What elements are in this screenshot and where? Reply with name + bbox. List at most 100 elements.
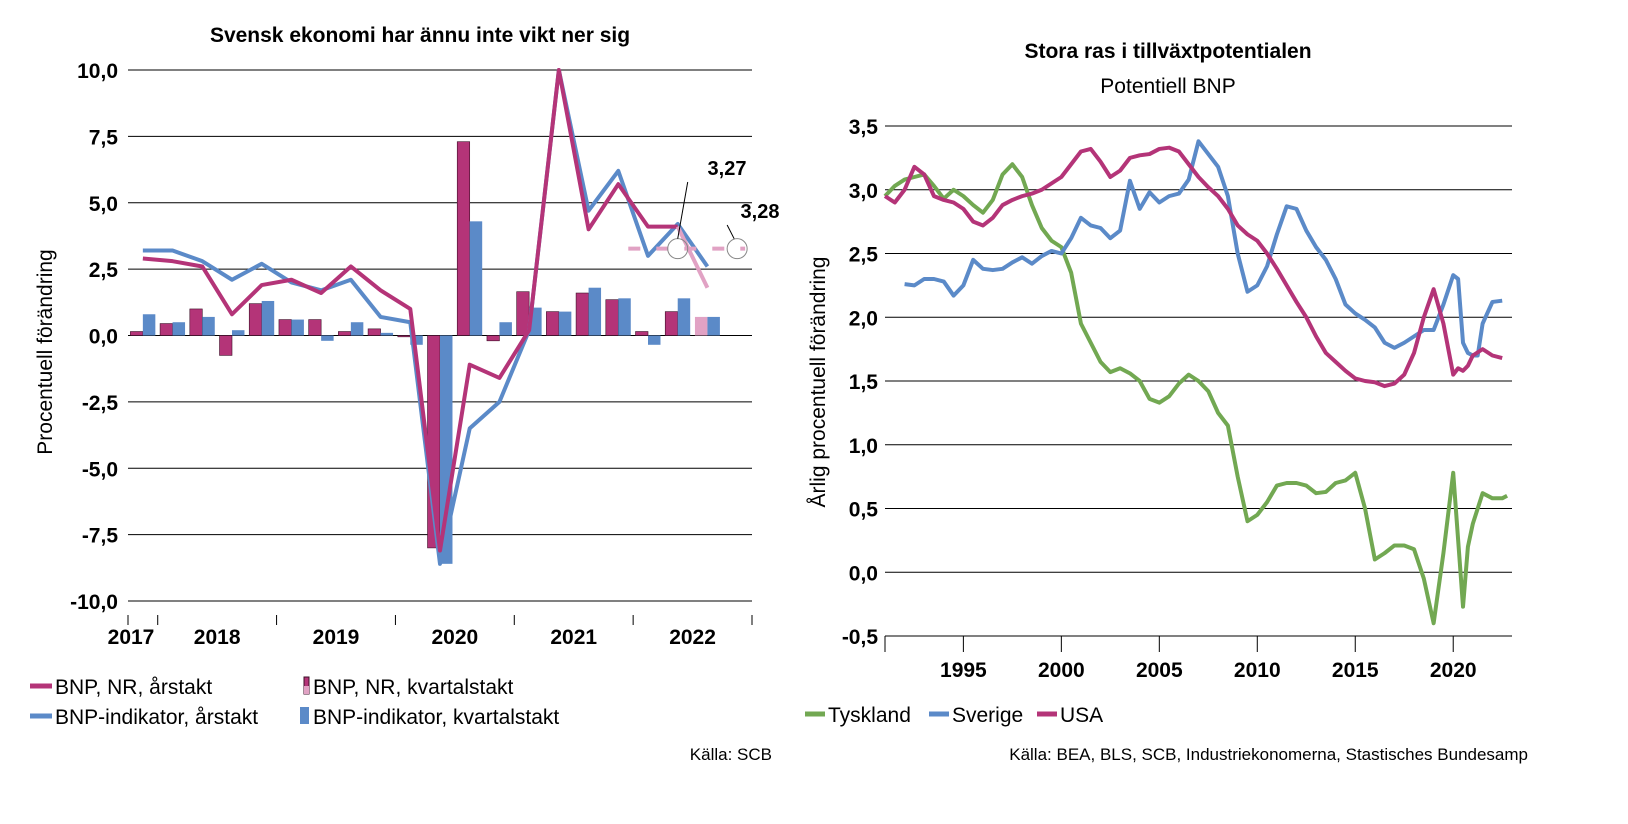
line-bnp-nr-arstakt-forecast: [675, 225, 710, 289]
left-y-axis-label: Procentuell förändring: [34, 249, 57, 454]
right-y-axis-label: Årlig procentuell förändring: [807, 257, 830, 508]
left-annotations: 3,27 3,28: [628, 158, 780, 260]
bar-bnp-indikator-kvartalstakt: [380, 332, 394, 336]
legend-label: Tyskland: [828, 704, 911, 727]
bar-bnp-indikator-kvartalstakt: [499, 322, 512, 336]
legend-label: USA: [1060, 704, 1103, 727]
y-tick-label: -0,5: [842, 626, 879, 649]
bar-bnp-indikator-kvartalstakt: [469, 221, 483, 336]
right-x-axis: 1995 2000 2005 2010 2015 2020: [884, 636, 1477, 682]
bar-bnp-indikator-kvartalstakt: [321, 335, 334, 341]
x-tick-label: 2010: [1234, 659, 1281, 682]
left-lines: [142, 68, 710, 566]
legend-label: Sverige: [952, 704, 1023, 727]
line-tyskland: [883, 162, 1509, 626]
bar-bnp-nr-kvartalstakt: [278, 319, 292, 336]
legend-item-bnp-indikator-kvartalstakt: BNP-indikator, kvartalstakt: [300, 706, 559, 729]
legend-label: BNP, NR, kvartalstakt: [313, 676, 514, 699]
bar-bnp-nr-kvartalstakt: [546, 311, 560, 336]
bar-bnp-nr-kvartalstakt: [397, 335, 411, 338]
y-tick-label: 2,0: [849, 307, 878, 330]
y-tick-label: 7,5: [89, 126, 119, 149]
y-tick-label: 2,5: [89, 259, 119, 282]
bar-bnp-indikator-kvartalstakt: [648, 335, 661, 345]
bar-bnp-indikator-kvartalstakt: [707, 316, 720, 336]
right-source: Källa: BEA, BLS, SCB, Industriekonomerna…: [1009, 745, 1528, 764]
legend-label: BNP-indikator, kvartalstakt: [313, 706, 559, 729]
x-tick-label: 2000: [1038, 659, 1085, 682]
legend-label: BNP, NR, årstakt: [55, 676, 212, 699]
annotation-circle: [726, 238, 748, 260]
y-tick-label: 1,0: [849, 435, 878, 458]
y-tick-label: 3,5: [849, 116, 879, 139]
legend-swatch-bar-blue: [300, 707, 309, 724]
x-tick-label: 2020: [431, 626, 478, 649]
y-tick-label: 10,0: [77, 60, 118, 83]
bar-bnp-nr-kvartalstakt: [456, 141, 471, 336]
bar-bnp-nr-kvartalstakt: [635, 331, 649, 336]
bar-bnp-nr-kvartalstakt: [575, 292, 589, 336]
right-gridlines: [885, 125, 1512, 637]
annotation-value-2: 3,28: [741, 201, 780, 223]
bar-bnp-indikator-kvartalstakt: [261, 300, 275, 336]
bar-bnp-indikator-kvartalstakt: [618, 298, 631, 336]
bar-bnp-nr-kvartalstakt: [605, 299, 619, 336]
bar-bnp-indikator-kvartalstakt: [202, 316, 215, 336]
line-usa: [883, 145, 1503, 389]
legend-swatch-bar-magenta-light: [304, 686, 309, 694]
bar-bnp-indikator-kvartalstakt: [291, 319, 304, 336]
y-tick-label: 3,0: [849, 180, 878, 203]
bar-bnp-nr-kvartalstakt: [516, 291, 530, 336]
left-y-tick-labels: 10,0 7,5 5,0 2,5 0,0 -2,5 -5,0 -7,5 -10,0: [70, 60, 118, 614]
left-source: Källa: SCB: [690, 745, 772, 764]
bar-bnp-nr-kvartalstakt: [338, 331, 352, 336]
bar-bnp-indikator-kvartalstakt: [588, 287, 602, 336]
x-tick-label: 2021: [550, 626, 597, 649]
x-tick-label: 2017: [108, 626, 155, 649]
bar-bnp-nr-kvartalstakt: [130, 331, 144, 336]
x-tick-label: 2019: [313, 626, 360, 649]
bar-bnp-indikator-kvartalstakt: [440, 335, 453, 564]
y-tick-label: 1,5: [849, 371, 879, 394]
y-tick-label: -10,0: [70, 591, 118, 614]
right-chart-title: Stora ras i tillväxtpotentialen: [1024, 40, 1311, 63]
bar-bnp-indikator-kvartalstakt: [410, 335, 423, 345]
right-chart: Stora ras i tillväxtpotentialen Potentie…: [805, 40, 1528, 764]
bar-bnp-indikator-kvartalstakt: [172, 322, 186, 336]
right-legend: Tyskland Sverige USA: [805, 704, 1103, 727]
x-tick-label: 2005: [1136, 659, 1183, 682]
y-tick-label: 0,0: [849, 562, 878, 585]
y-tick-label: 2,5: [849, 244, 879, 267]
line-bnp-nr-arstakt: [142, 68, 678, 553]
line-sverige: [904, 139, 1503, 358]
left-chart: Svensk ekonomi har ännu inte vikt ner si…: [30, 24, 779, 764]
bar-bnp-nr-kvartalstakt: [219, 335, 233, 356]
legend-item-bnp-indikator-arstakt: BNP-indikator, årstakt: [30, 706, 258, 729]
left-chart-title: Svensk ekonomi har ännu inte vikt ner si…: [210, 24, 630, 47]
right-chart-subtitle: Potentiell BNP: [1100, 75, 1235, 98]
x-tick-label: 2015: [1332, 659, 1379, 682]
x-tick-label: 1995: [940, 659, 987, 682]
left-x-axis: 2017 2018 2019 2020 2021 2022: [108, 615, 753, 649]
bar-bnp-nr-kvartalstakt: [308, 319, 322, 336]
bar-bnp-nr-kvartalstakt: [189, 308, 203, 336]
legend-item-bnp-nr-arstakt: BNP, NR, årstakt: [30, 676, 212, 699]
legend-item-usa: USA: [1037, 704, 1103, 727]
legend-label: BNP-indikator, årstakt: [55, 706, 258, 729]
y-tick-label: -2,5: [82, 392, 119, 415]
x-tick-label: 2020: [1430, 659, 1477, 682]
annotation-leader: [726, 224, 735, 239]
bar-bnp-nr-kvartalstakt: [248, 303, 263, 336]
bar-bnp-indikator-kvartalstakt: [142, 314, 156, 336]
legend-item-bnp-nr-kvartalstakt: BNP, NR, kvartalstakt: [303, 676, 514, 699]
legend-item-tyskland: Tyskland: [805, 704, 911, 727]
y-tick-label: -7,5: [82, 525, 119, 548]
bar-bnp-nr-kvartalstakt: [694, 316, 708, 336]
left-legend: BNP, NR, årstakt BNP, NR, kvartalstakt B…: [30, 676, 559, 729]
bar-bnp-indikator-kvartalstakt: [232, 330, 245, 336]
y-tick-label: 0,5: [849, 499, 879, 522]
bar-bnp-indikator-kvartalstakt: [350, 322, 364, 336]
x-tick-label: 2018: [194, 626, 241, 649]
bar-bnp-indikator-kvartalstakt: [558, 311, 572, 336]
y-tick-label: 0,0: [89, 326, 118, 349]
